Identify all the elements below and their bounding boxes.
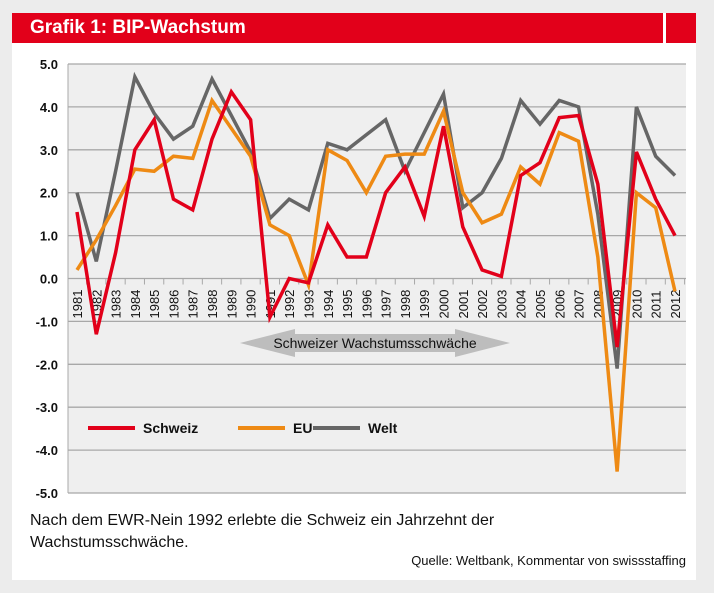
- x-tick-label: 1997: [379, 290, 394, 319]
- x-tick-label: 1998: [398, 290, 413, 319]
- annotation-label: Schweizer Wachstumsschwäche: [273, 335, 477, 351]
- y-tick-label: 5.0: [40, 57, 58, 72]
- series-line-eu: [75, 96, 677, 472]
- x-tick-label: 2004: [514, 290, 529, 319]
- x-tick-label: 1987: [186, 290, 201, 319]
- x-tick-label: 1999: [417, 290, 432, 319]
- x-tick-label: 1995: [340, 290, 355, 319]
- y-tick-label: -5.0: [36, 486, 58, 501]
- y-tick-label: 4.0: [40, 100, 58, 115]
- x-tick-label: 2000: [437, 290, 452, 319]
- x-tick-label: 2001: [456, 290, 471, 319]
- x-tick-label: 1993: [301, 290, 316, 319]
- source-note: Quelle: Weltbank, Kommentar von swisssta…: [411, 553, 686, 568]
- x-tick-label: 2012: [668, 290, 683, 319]
- x-tick-label: 1990: [244, 290, 259, 319]
- x-tick-label: 1983: [109, 290, 124, 319]
- y-tick-label: 0.0: [40, 272, 58, 287]
- chart-title: Grafik 1: BIP-Wachstum: [30, 17, 246, 38]
- x-tick-label: 2007: [572, 290, 587, 319]
- x-tick-label: 1989: [224, 290, 239, 319]
- legend-label: Welt: [368, 420, 398, 436]
- y-tick-label: 3.0: [40, 143, 58, 158]
- y-tick-label: -1.0: [36, 314, 58, 329]
- y-tick-label: -4.0: [36, 443, 58, 458]
- x-tick-label: 1996: [359, 290, 374, 319]
- legend-label: EU: [293, 420, 312, 436]
- x-tick-label: 2002: [475, 290, 490, 319]
- x-tick-label: 1988: [205, 290, 220, 319]
- legend-label: Schweiz: [143, 420, 198, 436]
- x-tick-label: 2003: [494, 290, 509, 319]
- x-tick-label: 1984: [128, 290, 143, 319]
- x-tick-label: 1994: [321, 290, 336, 319]
- x-tick-label: 2006: [552, 290, 567, 319]
- x-tick-label: 2005: [533, 290, 548, 319]
- y-tick-label: 1.0: [40, 229, 58, 244]
- caption: Nach dem EWR-Nein 1992 erlebte die Schwe…: [30, 512, 495, 551]
- annotation-arrow: [240, 329, 510, 357]
- header-accent-block: [666, 13, 696, 43]
- series-line-welt: [75, 71, 677, 369]
- y-tick-label: 2.0: [40, 186, 58, 201]
- x-tick-label: 1992: [282, 290, 297, 319]
- x-tick-label: 1981: [70, 290, 85, 319]
- chart-header: Grafik 1: BIP-Wachstum: [12, 13, 663, 43]
- series-line-schweiz: [75, 88, 677, 348]
- y-tick-label: -3.0: [36, 400, 58, 415]
- y-tick-label: -2.0: [36, 357, 58, 372]
- x-tick-label: 2011: [649, 291, 664, 319]
- x-tick-label: 1985: [147, 290, 162, 319]
- x-tick-label: 2010: [629, 290, 644, 319]
- x-tick-label: 1986: [166, 290, 181, 319]
